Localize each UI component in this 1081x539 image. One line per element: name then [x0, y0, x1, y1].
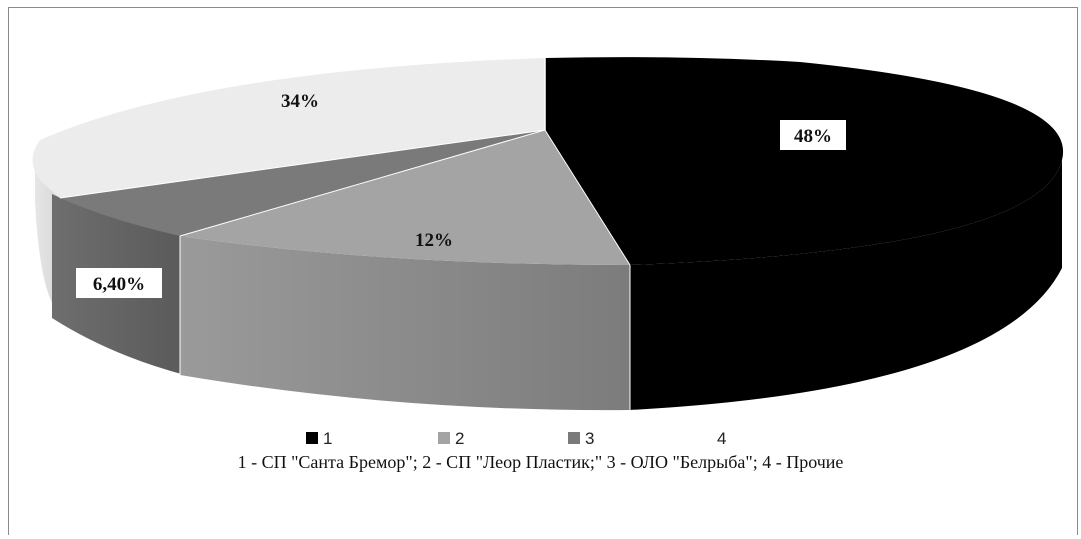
slice-1-label: 48%: [794, 126, 832, 147]
legend-swatch-3: [568, 432, 580, 444]
slice-1-side: [630, 160, 1062, 410]
slice-1-label-box: [780, 120, 846, 150]
slice-2-side: [180, 236, 630, 411]
slice-3-top: [60, 130, 545, 236]
legend-label-1: 1: [323, 429, 332, 448]
slice-1-top: [545, 57, 1064, 265]
slice-3-label: 6,40%: [93, 274, 145, 295]
slice-4-label: 34%: [281, 91, 319, 112]
chart-caption: 1 - СП "Санта Бремор"; 2 - СП "Леор Плас…: [237, 452, 844, 472]
legend-label-4: 4: [717, 429, 726, 448]
slice-4-top: [32, 58, 545, 198]
legend-swatch-2: [438, 432, 450, 444]
legend-label-3: 3: [585, 429, 594, 448]
chart-frame: [8, 7, 1078, 535]
slice-3-label-box: [76, 268, 162, 298]
slice-2-top: [180, 130, 630, 265]
legend-swatch-4: [700, 432, 712, 444]
legend-label-2: 2: [455, 429, 464, 448]
legend-swatch-1: [306, 432, 318, 444]
slice-2-label: 12%: [415, 230, 453, 251]
